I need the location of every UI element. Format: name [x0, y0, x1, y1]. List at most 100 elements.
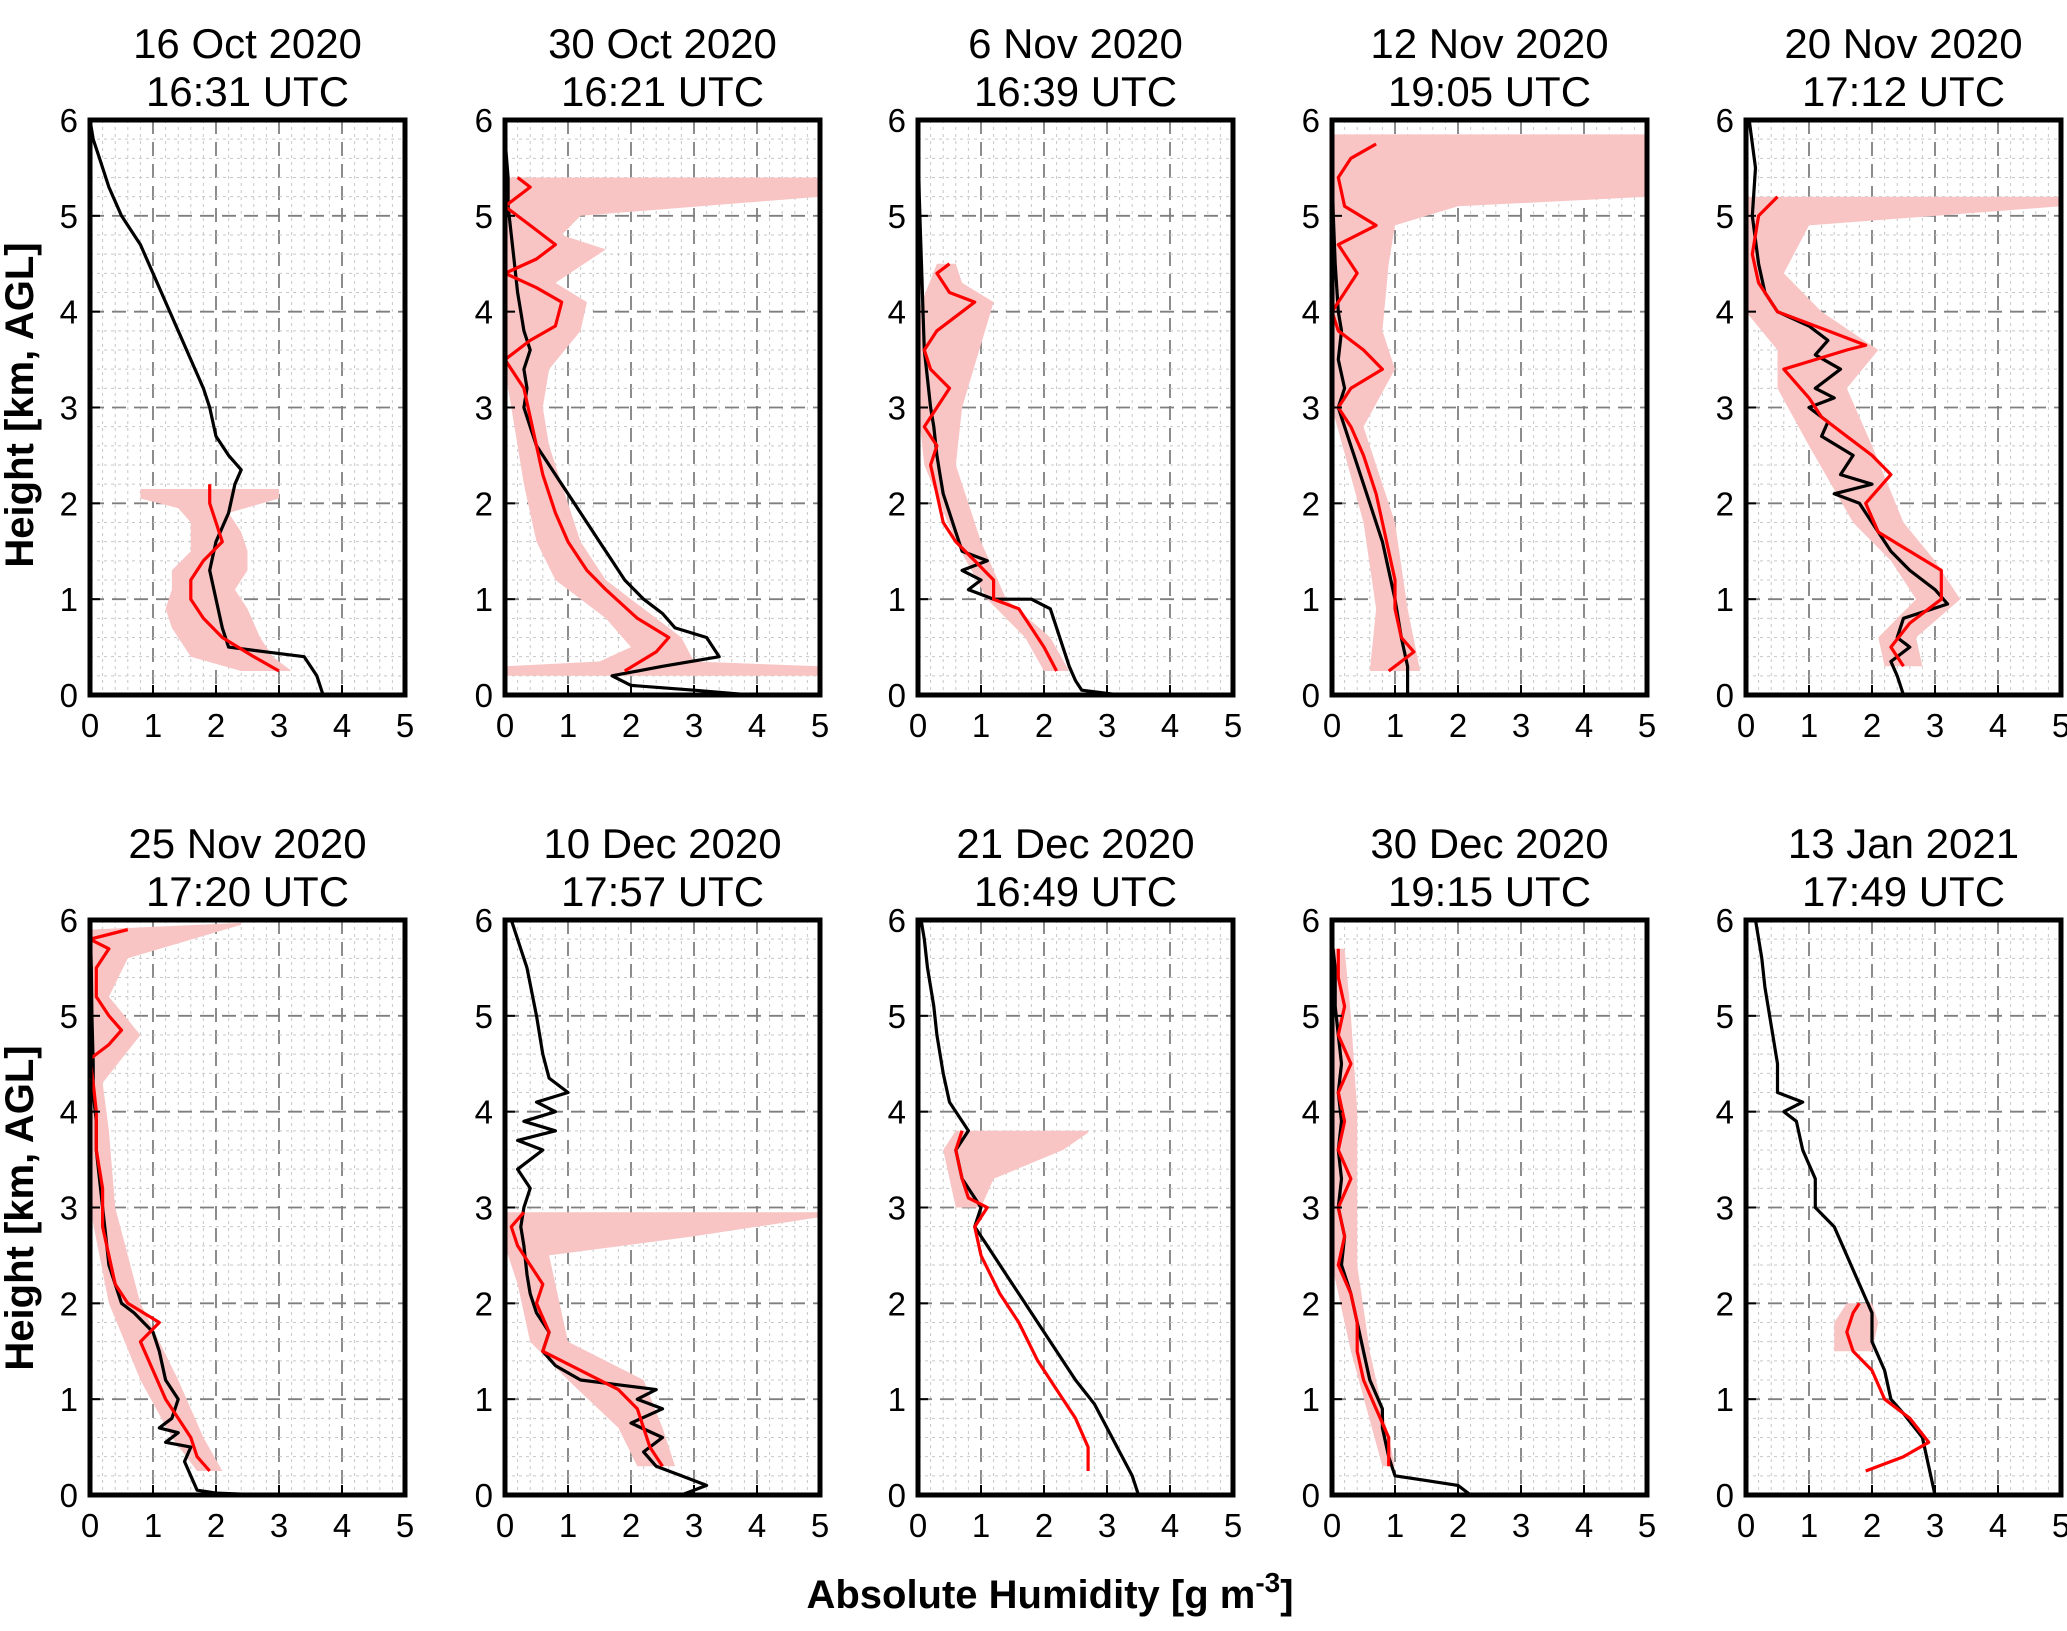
y-tick-label: 3 [60, 390, 78, 427]
observed-profile-line [919, 920, 1141, 1495]
x-tick-label: 1 [144, 707, 162, 744]
y-tick-label: 0 [1716, 677, 1734, 714]
uncertainty-band [140, 489, 292, 671]
y-tick-label: 4 [1716, 294, 1734, 331]
x-tick-label: 4 [748, 707, 766, 744]
x-tick-label: 5 [396, 1507, 414, 1544]
panel-title-time: 17:49 UTC [1802, 868, 2005, 915]
y-tick-label: 6 [60, 102, 78, 139]
panel-title-date: 25 Nov 2020 [128, 820, 366, 867]
x-tick-label: 4 [333, 707, 351, 744]
x-tick-label: 0 [1323, 707, 1341, 744]
x-tick-label: 3 [1098, 1507, 1116, 1544]
uncertainty-band [943, 1130, 1089, 1208]
panel-title-time: 17:57 UTC [561, 868, 764, 915]
x-axis-label-close: ] [1280, 1573, 1293, 1617]
plot-area [1753, 920, 1937, 1495]
x-tick-label: 1 [972, 1507, 990, 1544]
uncertainty-band [918, 263, 1070, 671]
x-tick-label: 0 [81, 707, 99, 744]
x-tick-label: 2 [1035, 1507, 1053, 1544]
x-tick-label: 4 [333, 1507, 351, 1544]
retrieval-profile-line [954, 1130, 1090, 1471]
x-tick-label: 1 [144, 1507, 162, 1544]
y-tick-label: 4 [888, 1094, 906, 1131]
x-tick-label: 0 [909, 707, 927, 744]
y-tick-label: 4 [60, 1094, 78, 1131]
x-tick-label: 2 [622, 707, 640, 744]
x-axis-label-exponent: -3 [1255, 1567, 1280, 1598]
y-tick-label: 3 [1302, 390, 1320, 427]
x-tick-label: 5 [2052, 1507, 2067, 1544]
retrieval-profile-line [90, 928, 211, 1473]
y-tick-label: 1 [888, 1381, 906, 1418]
x-tick-label: 3 [270, 1507, 288, 1544]
panel-title-time: 19:15 UTC [1388, 868, 1591, 915]
y-tick-label: 5 [1302, 198, 1320, 235]
y-tick-label: 2 [1716, 1285, 1734, 1322]
y-tick-label: 1 [1302, 1381, 1320, 1418]
x-axis-label: Absolute Humidity [g m-3] [806, 1567, 1293, 1617]
panel-title-date: 10 Dec 2020 [543, 820, 781, 867]
y-tick-label: 3 [888, 390, 906, 427]
y-tick-label: 2 [888, 485, 906, 522]
x-tick-label: 1 [559, 707, 577, 744]
y-tick-label: 4 [475, 1094, 493, 1131]
retrieval-profile-line [189, 484, 280, 673]
y-tick-label: 6 [1716, 102, 1734, 139]
y-tick-label: 5 [1716, 998, 1734, 1035]
y-tick-label: 2 [1302, 1285, 1320, 1322]
y-tick-label: 6 [888, 902, 906, 939]
x-tick-label: 3 [685, 707, 703, 744]
y-axis-label-bottom: Height [km, AGL] [0, 1045, 42, 1370]
x-tick-label: 2 [1863, 1507, 1881, 1544]
y-tick-label: 0 [1302, 677, 1320, 714]
y-tick-label: 3 [1716, 1190, 1734, 1227]
y-tick-label: 1 [888, 581, 906, 618]
plot-area [90, 920, 267, 1495]
panel-title-date: 6 Nov 2020 [968, 20, 1183, 67]
y-tick-label: 6 [60, 902, 78, 939]
panel-title-time: 17:12 UTC [1802, 68, 2005, 115]
x-tick-label: 4 [1161, 1507, 1179, 1544]
observed-profile-line [1753, 920, 1937, 1495]
plot-area [918, 139, 1120, 695]
y-tick-label: 1 [1716, 581, 1734, 618]
x-tick-label: 1 [1800, 1507, 1818, 1544]
y-tick-label: 1 [475, 581, 493, 618]
plot-area [90, 120, 325, 695]
uncertainty-band [1746, 196, 2061, 667]
panel-title-date: 20 Nov 2020 [1784, 20, 2022, 67]
y-tick-label: 2 [888, 1285, 906, 1322]
y-tick-label: 6 [1302, 902, 1320, 939]
x-tick-label: 4 [1575, 1507, 1593, 1544]
x-tick-label: 2 [207, 707, 225, 744]
y-tick-label: 3 [60, 1190, 78, 1227]
x-tick-label: 2 [1449, 1507, 1467, 1544]
y-tick-label: 5 [888, 198, 906, 235]
x-tick-label: 2 [622, 1507, 640, 1544]
observed-profile-line [505, 139, 751, 695]
x-tick-label: 4 [1161, 707, 1179, 744]
y-tick-label: 5 [475, 998, 493, 1035]
retrieval-profile-line [1845, 1302, 1931, 1473]
plot-area [505, 139, 820, 695]
retrieval-profile-line [509, 1211, 664, 1468]
x-tick-label: 2 [1449, 707, 1467, 744]
panel-title-time: 17:20 UTC [146, 868, 349, 915]
panel-title-date: 13 Jan 2021 [1788, 820, 2019, 867]
y-tick-label: 5 [1302, 998, 1320, 1035]
y-tick-label: 2 [475, 1285, 493, 1322]
y-tick-label: 3 [1716, 390, 1734, 427]
x-tick-label: 0 [1737, 1507, 1755, 1544]
panel-title-time: 16:21 UTC [561, 68, 764, 115]
x-tick-label: 2 [207, 1507, 225, 1544]
x-tick-label: 5 [396, 707, 414, 744]
y-tick-label: 0 [475, 677, 493, 714]
